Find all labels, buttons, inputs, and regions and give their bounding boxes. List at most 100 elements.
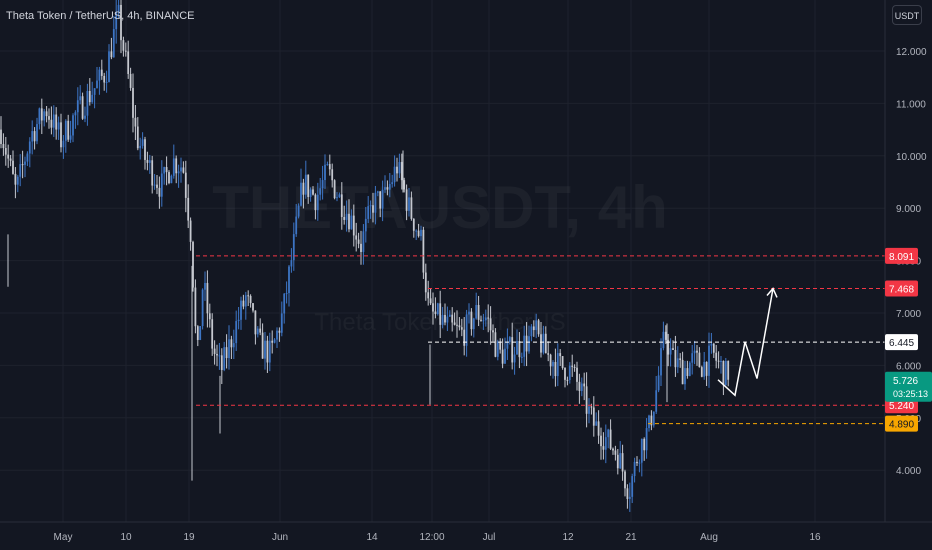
candle-body bbox=[470, 311, 473, 330]
candle-body bbox=[571, 365, 574, 367]
candle-body bbox=[336, 197, 338, 199]
candle-body bbox=[21, 164, 24, 166]
candle-body bbox=[724, 360, 727, 386]
candle-body bbox=[177, 171, 180, 174]
candle-body bbox=[338, 194, 341, 198]
candle-body bbox=[132, 87, 134, 118]
candle-body bbox=[290, 260, 293, 267]
candle-body bbox=[45, 111, 48, 117]
candle-body bbox=[686, 368, 689, 376]
candle-body bbox=[609, 429, 612, 449]
candle-body bbox=[355, 235, 358, 240]
candle-body bbox=[657, 375, 660, 391]
candle-body bbox=[230, 339, 233, 348]
candle-body bbox=[384, 187, 386, 190]
candle-body bbox=[477, 305, 480, 320]
candle-body bbox=[535, 320, 538, 331]
candle-body bbox=[189, 220, 192, 242]
candle-body bbox=[688, 362, 691, 376]
candlestick-series bbox=[0, 0, 730, 512]
time-tick-label: 21 bbox=[625, 532, 637, 543]
candle-body bbox=[715, 352, 718, 361]
candle-body bbox=[7, 154, 10, 159]
candle-body bbox=[693, 350, 696, 354]
candle-body bbox=[400, 162, 403, 181]
candle-body bbox=[127, 51, 130, 74]
candle-body bbox=[100, 69, 103, 76]
candle-body bbox=[436, 303, 439, 315]
candle-body bbox=[444, 314, 446, 323]
candle-body bbox=[350, 215, 353, 230]
candle-body bbox=[40, 108, 43, 121]
price-tick-label: 11.000 bbox=[896, 99, 926, 110]
candle-body bbox=[16, 176, 19, 185]
candle-body bbox=[110, 51, 113, 58]
candle-body bbox=[321, 180, 324, 189]
candle-body bbox=[43, 111, 46, 121]
candle-body bbox=[422, 229, 425, 273]
candle-body bbox=[487, 317, 490, 319]
candle-body bbox=[360, 243, 362, 252]
candle-body bbox=[612, 448, 614, 451]
candle-body bbox=[50, 119, 53, 128]
projection-path bbox=[717, 287, 778, 397]
candle-body bbox=[650, 415, 653, 426]
candle-body bbox=[597, 421, 600, 436]
candle-body bbox=[93, 88, 96, 95]
time-scale[interactable] bbox=[0, 522, 932, 550]
candle-body bbox=[417, 230, 420, 237]
candle-body bbox=[237, 319, 240, 322]
candle-body bbox=[662, 331, 665, 349]
candle-body bbox=[120, 4, 122, 41]
currency-unit-button[interactable]: USDT bbox=[892, 5, 922, 25]
time-axis-ticks: May 10 19 Jun 14 12:00 Jul 12 21 Aug 16 bbox=[54, 532, 821, 543]
candle-body bbox=[182, 167, 185, 173]
candle-body bbox=[561, 356, 564, 368]
level-price-label bbox=[885, 247, 918, 264]
candle-body bbox=[256, 328, 259, 335]
candle-body bbox=[412, 218, 415, 231]
projection-line[interactable] bbox=[717, 288, 774, 397]
candle-body bbox=[328, 164, 331, 170]
candle-body bbox=[542, 333, 545, 353]
candle-body bbox=[196, 326, 199, 340]
candle-body bbox=[4, 148, 7, 155]
candle-body bbox=[204, 282, 206, 290]
candle-body bbox=[105, 81, 108, 83]
candle-body bbox=[374, 192, 377, 213]
candle-body bbox=[220, 355, 223, 370]
candle-body bbox=[314, 194, 317, 211]
candle-body bbox=[456, 324, 458, 326]
candle-body bbox=[458, 325, 461, 328]
candle-body bbox=[544, 333, 547, 354]
candle-body bbox=[124, 50, 127, 52]
candle-body bbox=[520, 356, 523, 358]
candle-body bbox=[249, 295, 252, 304]
candle-body bbox=[667, 339, 670, 355]
candle-body bbox=[24, 161, 26, 165]
candle-body bbox=[676, 358, 679, 368]
candle-body bbox=[540, 334, 542, 353]
candle-body bbox=[580, 383, 583, 391]
candle-body bbox=[451, 314, 454, 323]
candle-body bbox=[84, 115, 86, 119]
candle-body bbox=[28, 141, 31, 154]
candle-body bbox=[165, 167, 168, 173]
candle-body bbox=[432, 303, 434, 312]
price-tick-label: 10.000 bbox=[896, 152, 927, 163]
candle-body bbox=[484, 317, 487, 321]
candle-body bbox=[326, 164, 329, 166]
candle-body bbox=[420, 229, 422, 237]
candle-body bbox=[660, 348, 662, 376]
candle-body bbox=[19, 164, 22, 177]
symbol-title[interactable]: Theta Token / TetherUS, 4h, BINANCE bbox=[6, 10, 195, 22]
candle-body bbox=[446, 316, 449, 323]
candle-body bbox=[364, 218, 367, 232]
candle-body bbox=[264, 340, 266, 359]
candle-body bbox=[141, 139, 144, 146]
candle-body bbox=[703, 361, 706, 377]
candle-body bbox=[600, 435, 602, 447]
candle-body bbox=[549, 354, 552, 367]
candle-body bbox=[112, 29, 115, 58]
